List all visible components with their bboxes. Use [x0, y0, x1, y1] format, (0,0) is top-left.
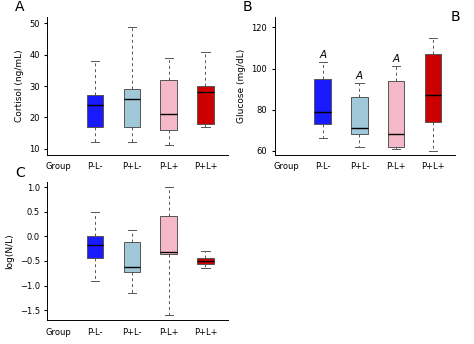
PathPatch shape	[197, 258, 214, 265]
PathPatch shape	[160, 80, 177, 130]
Text: A: A	[319, 50, 326, 60]
Text: A: A	[15, 0, 25, 14]
Text: A: A	[356, 71, 363, 81]
Text: C: C	[15, 165, 25, 180]
Text: A: A	[392, 54, 400, 64]
Y-axis label: Cortisol (ng/mL): Cortisol (ng/mL)	[15, 50, 24, 122]
Y-axis label: log(N/L): log(N/L)	[5, 233, 14, 269]
PathPatch shape	[388, 81, 404, 147]
Y-axis label: Glucose (mg/dL): Glucose (mg/dL)	[237, 49, 246, 123]
PathPatch shape	[160, 216, 177, 254]
PathPatch shape	[351, 97, 368, 134]
PathPatch shape	[87, 236, 103, 258]
PathPatch shape	[124, 242, 140, 272]
PathPatch shape	[87, 95, 103, 127]
PathPatch shape	[124, 89, 140, 127]
PathPatch shape	[314, 79, 331, 124]
Text: B: B	[450, 10, 460, 24]
PathPatch shape	[425, 54, 441, 122]
Text: B: B	[243, 0, 252, 14]
PathPatch shape	[197, 86, 214, 123]
